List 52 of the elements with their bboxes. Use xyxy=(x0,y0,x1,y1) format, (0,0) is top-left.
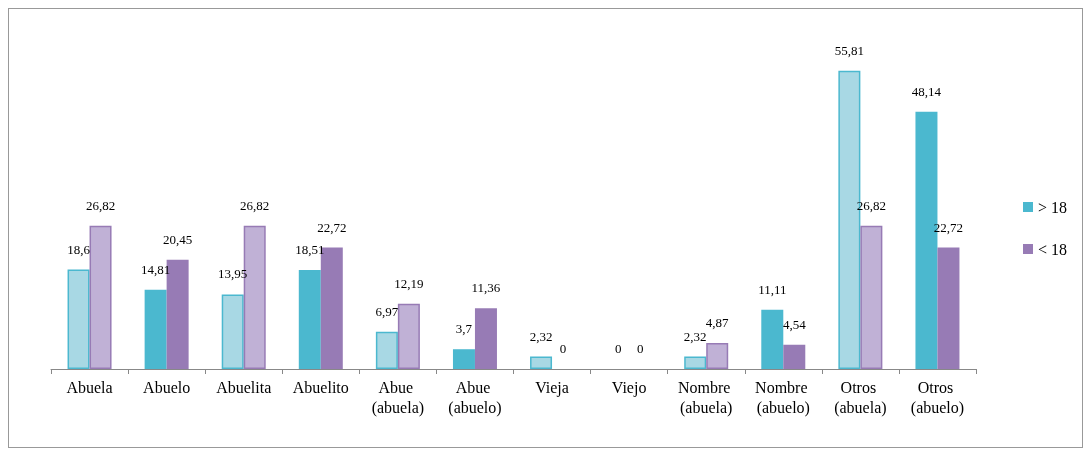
bar xyxy=(937,247,960,369)
x-tick-label: Viejo xyxy=(611,378,647,397)
bar xyxy=(860,225,883,369)
data-label: 12,19 xyxy=(394,275,424,291)
bar xyxy=(144,289,167,369)
data-label: 4,54 xyxy=(782,316,807,332)
bar xyxy=(684,356,707,369)
data-label: 14,81 xyxy=(141,261,171,277)
data-label: 26,82 xyxy=(240,197,270,213)
data-label: 11,11 xyxy=(758,281,787,297)
x-tick-label: Abuela xyxy=(66,378,113,396)
data-label: 2,32 xyxy=(683,328,707,344)
data-label: 0 xyxy=(636,341,644,356)
bar xyxy=(298,270,321,369)
bar xyxy=(452,349,475,369)
data-label: 26,82 xyxy=(85,197,116,213)
x-tick-label: Nombre (abuelo) xyxy=(755,378,812,417)
x-tick-label: Otros (abuela) xyxy=(834,378,887,417)
bar xyxy=(67,269,90,369)
x-tick-label: Nombre (abuela) xyxy=(677,378,735,417)
data-label: 3,7 xyxy=(455,321,473,337)
data-label: 0 xyxy=(559,341,567,356)
data-label: 22,72 xyxy=(317,219,347,235)
data-label: 55,81 xyxy=(834,42,864,58)
bar xyxy=(783,344,806,369)
x-tick-label: Abuelo xyxy=(143,378,191,396)
bar xyxy=(89,225,112,369)
data-label: 20,45 xyxy=(163,231,193,247)
legend-label: > 18 xyxy=(1037,198,1068,216)
x-tick-label: Vieja xyxy=(535,378,569,397)
bar xyxy=(530,356,553,369)
data-label: 13,95 xyxy=(218,266,248,282)
bar xyxy=(761,309,784,369)
data-label: 11,36 xyxy=(471,280,501,296)
x-tick-label: Abuelito xyxy=(292,378,349,396)
bar xyxy=(706,342,729,369)
data-label: 4,87 xyxy=(705,314,730,330)
data-label: 18,51 xyxy=(295,242,325,258)
data-label: 48,14 xyxy=(911,83,942,99)
x-tick-label: Abue (abuelo) xyxy=(448,378,502,417)
bar xyxy=(474,308,497,369)
data-label: 0 xyxy=(614,341,622,356)
data-label: 6,97 xyxy=(375,303,399,319)
x-tick-label: Otros (abuelo) xyxy=(910,378,965,417)
legend-label: < 18 xyxy=(1037,240,1068,258)
x-tick-label: Abue (abuela) xyxy=(371,378,425,417)
data-label: 2,32 xyxy=(529,328,553,344)
bar xyxy=(375,331,398,369)
data-label: 18,6 xyxy=(67,241,91,257)
bar xyxy=(221,294,244,369)
bar xyxy=(397,303,420,369)
x-tick-label: Abuelita xyxy=(216,378,272,396)
